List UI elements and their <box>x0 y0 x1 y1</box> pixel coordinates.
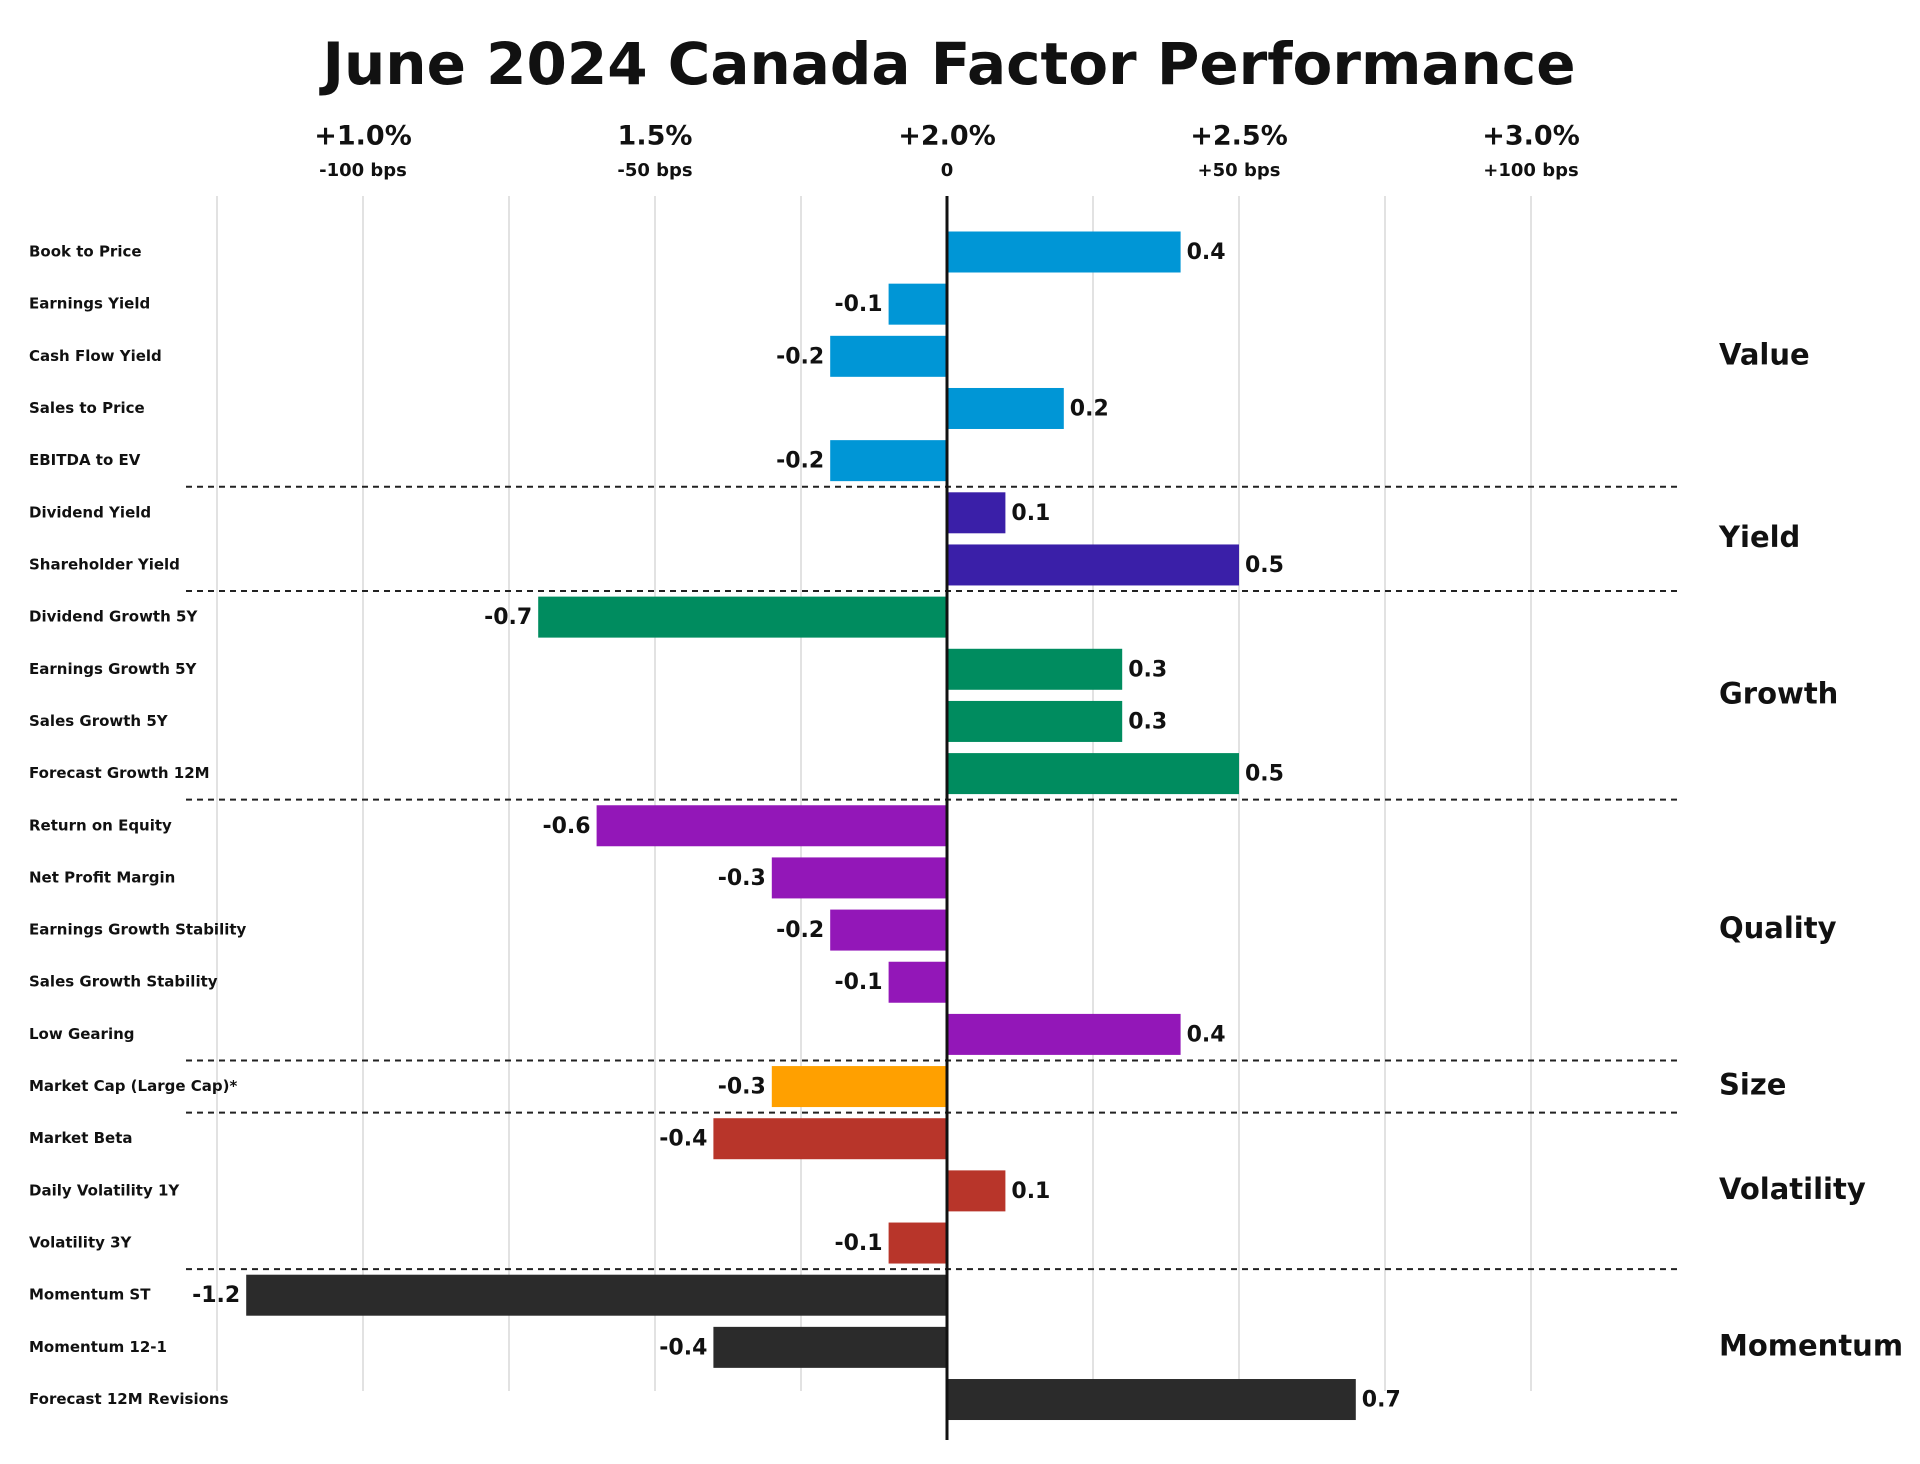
x-tick-label: +2.5% <box>1190 121 1288 152</box>
bar <box>947 1379 1356 1421</box>
bar <box>771 857 947 899</box>
category-label: Sales to Price <box>29 399 145 417</box>
category-label: Earnings Yield <box>29 295 150 313</box>
value-label: 0.3 <box>1128 709 1167 734</box>
category-label: Cash Flow Yield <box>29 347 162 365</box>
bar <box>947 753 1239 795</box>
category-label: Dividend Yield <box>29 503 151 521</box>
value-label: -0.2 <box>776 344 824 369</box>
x-tick-sublabel: +50 bps <box>1198 160 1281 181</box>
category-label: Sales Growth 5Y <box>29 712 169 730</box>
x-tick-sublabel: +100 bps <box>1483 160 1578 181</box>
bar <box>947 700 1123 742</box>
value-label: -0.7 <box>484 605 532 630</box>
bar <box>947 492 1006 534</box>
value-label: -0.6 <box>542 814 590 839</box>
value-label: -0.3 <box>718 866 766 891</box>
value-label: 0.2 <box>1070 396 1109 421</box>
bar <box>888 961 947 1003</box>
category-label: Earnings Growth 5Y <box>29 660 198 678</box>
x-tick-label: +3.0% <box>1482 121 1580 152</box>
category-label: Net Profit Margin <box>29 868 175 886</box>
value-label: -0.4 <box>659 1335 707 1360</box>
bar <box>888 1222 947 1264</box>
value-label: -0.1 <box>834 292 882 317</box>
bar <box>830 909 947 951</box>
x-tick-sublabel: -100 bps <box>319 160 407 181</box>
value-label: -0.1 <box>834 970 882 995</box>
category-label: Shareholder Yield <box>29 555 180 573</box>
bar <box>596 805 947 847</box>
category-label: Volatility 3Y <box>29 1234 133 1252</box>
value-label: -1.2 <box>192 1283 240 1308</box>
group-label: Size <box>1719 1068 1786 1102</box>
value-label: -0.1 <box>834 1231 882 1256</box>
bar <box>246 1274 947 1316</box>
bar <box>830 335 947 377</box>
x-tick-label: 1.5% <box>618 121 693 152</box>
bar <box>947 387 1064 429</box>
group-label: Growth <box>1719 676 1838 710</box>
value-label: -0.2 <box>776 449 824 474</box>
bar <box>771 1066 947 1108</box>
bar <box>947 231 1181 273</box>
category-label: Momentum ST <box>29 1286 151 1304</box>
category-label: Momentum 12-1 <box>29 1338 167 1356</box>
bar <box>713 1118 947 1160</box>
bar <box>713 1326 947 1368</box>
group-label: Value <box>1719 337 1810 371</box>
category-label: Earnings Growth Stability <box>29 921 247 939</box>
value-label: 0.5 <box>1245 553 1284 578</box>
value-label: 0.7 <box>1362 1388 1401 1413</box>
category-label: Forecast 12M Revisions <box>29 1390 229 1408</box>
group-label: Volatility <box>1719 1172 1866 1206</box>
category-label: Sales Growth Stability <box>29 973 218 991</box>
value-label: 0.4 <box>1187 240 1226 265</box>
bar <box>947 1013 1181 1055</box>
category-label: Book to Price <box>29 243 142 261</box>
category-label: Return on Equity <box>29 816 172 834</box>
group-label: Quality <box>1719 911 1837 945</box>
x-tick-sublabel: 0 <box>941 160 954 181</box>
chart-title: June 2024 Canada Factor Performance <box>318 30 1575 98</box>
value-label: 0.1 <box>1011 501 1050 526</box>
x-tick-label: +2.0% <box>898 121 996 152</box>
x-tick-sublabel: -50 bps <box>617 160 692 181</box>
value-label: 0.3 <box>1128 657 1167 682</box>
value-label: 0.1 <box>1011 1179 1050 1204</box>
bar <box>947 544 1239 586</box>
x-tick-label: +1.0% <box>314 121 412 152</box>
value-label: -0.2 <box>776 918 824 943</box>
category-label: Market Beta <box>29 1129 132 1147</box>
bar <box>947 648 1123 690</box>
value-label: -0.3 <box>718 1075 766 1100</box>
category-label: Daily Volatility 1Y <box>29 1181 180 1199</box>
group-label: Momentum <box>1719 1328 1903 1362</box>
bar <box>888 283 947 325</box>
group-label: Yield <box>1718 520 1800 554</box>
value-label: -0.4 <box>659 1127 707 1152</box>
category-label: EBITDA to EV <box>29 451 141 469</box>
category-label: Dividend Growth 5Y <box>29 608 198 626</box>
category-label: Low Gearing <box>29 1025 135 1043</box>
bar <box>947 1170 1006 1212</box>
category-label: Forecast Growth 12M <box>29 764 210 782</box>
bar <box>830 440 947 482</box>
value-label: 0.4 <box>1187 1022 1226 1047</box>
value-label: 0.5 <box>1245 762 1284 787</box>
category-label: Market Cap (Large Cap)* <box>29 1077 237 1095</box>
bar <box>538 596 947 638</box>
